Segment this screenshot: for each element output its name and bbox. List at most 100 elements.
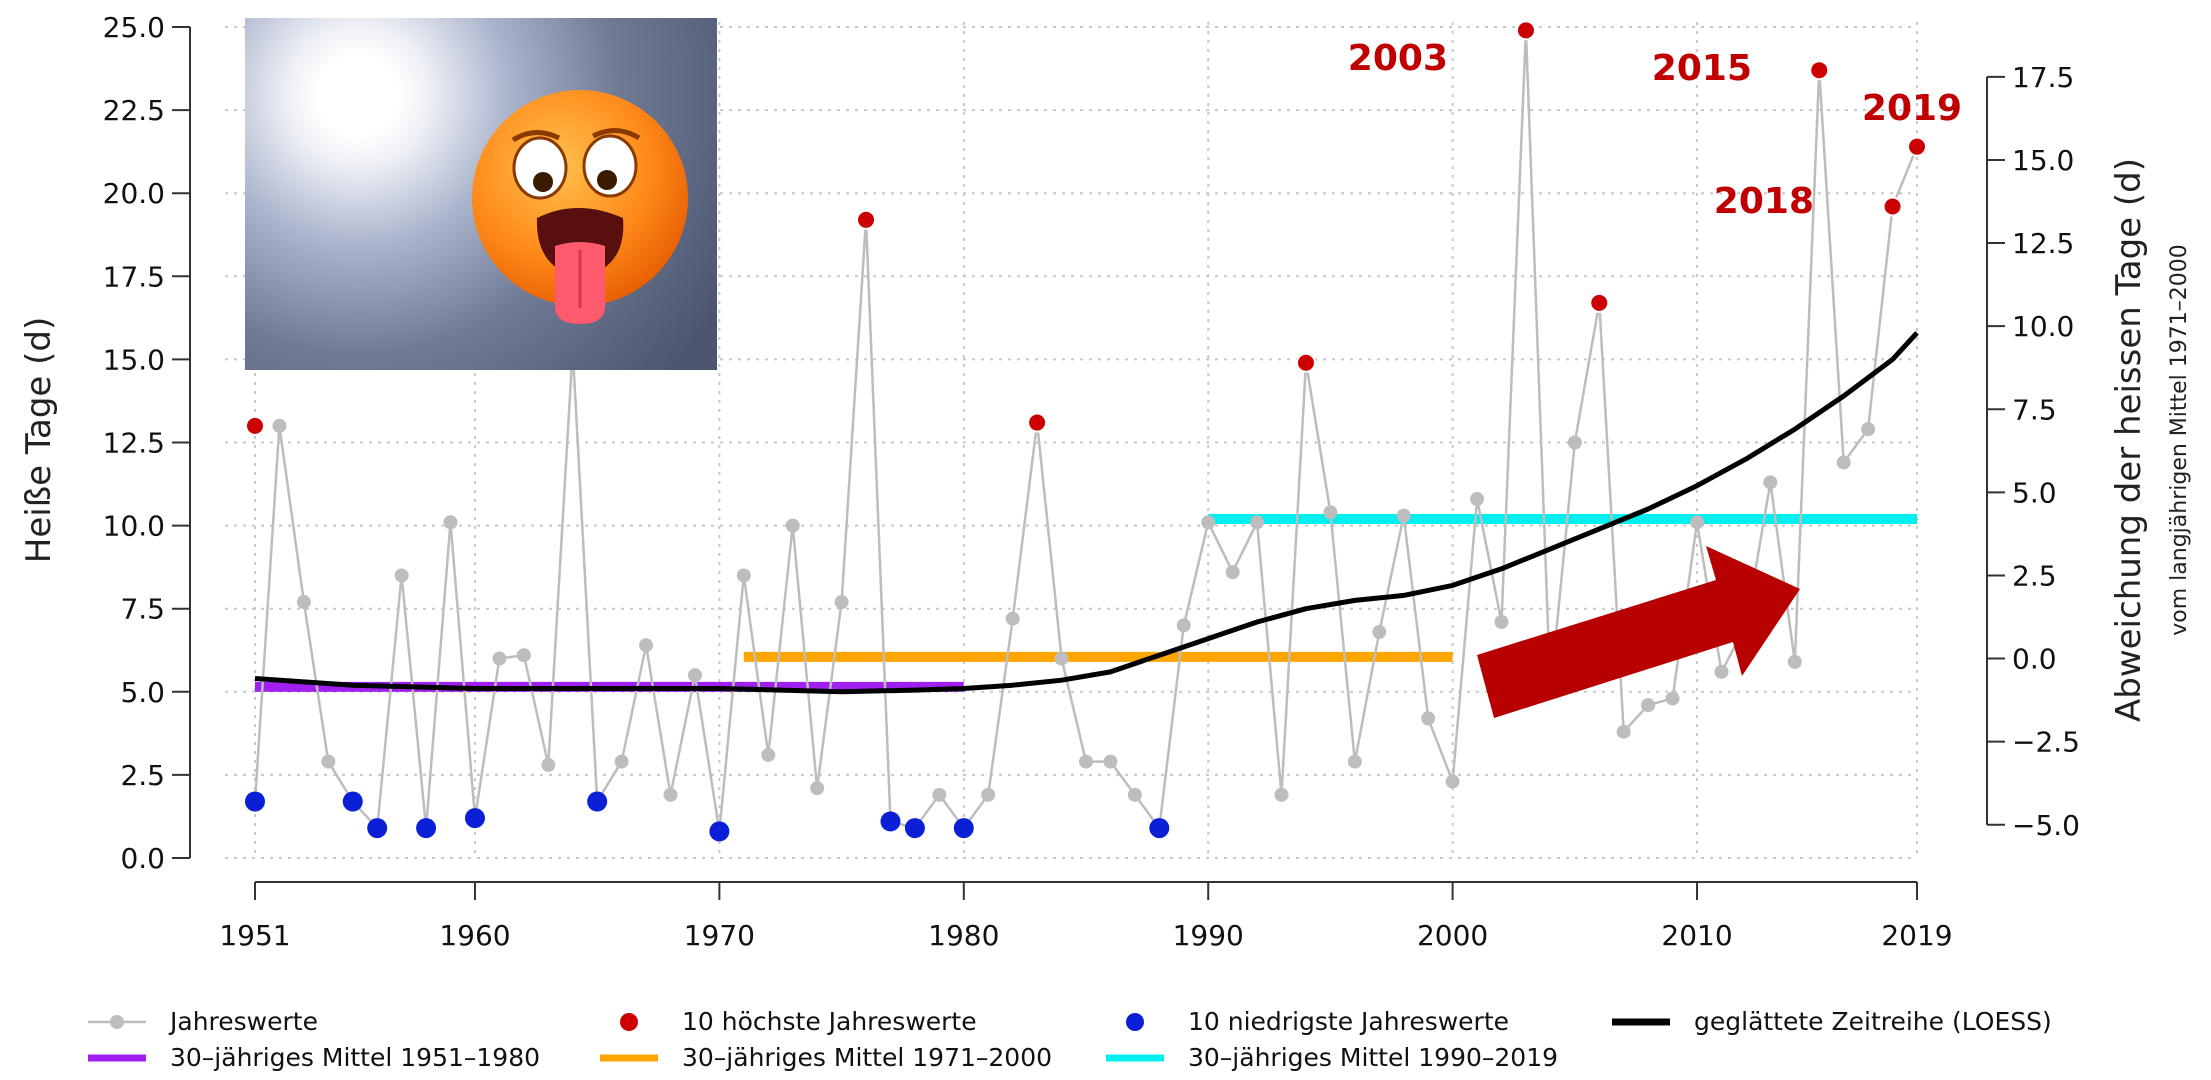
annual-point bbox=[1079, 754, 1093, 769]
x-tick-label: 2019 bbox=[1881, 919, 1952, 952]
annual-point bbox=[614, 754, 629, 769]
annual-point bbox=[1250, 515, 1265, 530]
annual-point bbox=[1396, 508, 1411, 523]
y-tick-label: 15.0 bbox=[103, 343, 165, 376]
low-point bbox=[953, 818, 974, 839]
y2-tick-label: 2.5 bbox=[2012, 559, 2057, 592]
y2-tick-label: 7.5 bbox=[2012, 393, 2057, 426]
y-tick-label: 10.0 bbox=[103, 510, 165, 543]
y-tick-label: 5.0 bbox=[120, 676, 165, 709]
x-tick-label: 1980 bbox=[928, 919, 999, 952]
sweating-hot-emoji-icon bbox=[472, 90, 688, 324]
inset-image bbox=[245, 18, 717, 370]
annual-point bbox=[1494, 614, 1509, 629]
low-point bbox=[245, 791, 265, 812]
annual-point bbox=[272, 418, 287, 433]
y-tick-label: 25.0 bbox=[103, 11, 165, 44]
legend: Jahreswerte 10 höchste Jahreswerte 10 nied… bbox=[88, 1007, 2052, 1072]
annual-point bbox=[1690, 515, 1705, 530]
x-tick-label: 2000 bbox=[1417, 919, 1488, 952]
high-point bbox=[1515, 20, 1536, 41]
x-tick-label: 1970 bbox=[684, 919, 755, 952]
y2-tick-label: −2.5 bbox=[2012, 726, 2080, 759]
legend-label: 30–jähriges Mittel 1990–2019 bbox=[1188, 1043, 1558, 1072]
annual-point bbox=[492, 651, 507, 666]
annual-point bbox=[1787, 654, 1802, 669]
low-point bbox=[416, 818, 437, 839]
annual-point bbox=[1421, 711, 1436, 726]
annual-point bbox=[1861, 422, 1876, 437]
legend-item: 30–jähriges Mittel 1971–2000 bbox=[600, 1043, 1052, 1072]
x-tick-label: 2010 bbox=[1661, 919, 1732, 952]
legend-item: 10 niedrigste Jahreswerte bbox=[1126, 1007, 1509, 1036]
y2-tick-label: 0.0 bbox=[2012, 643, 2057, 676]
annual-point bbox=[1567, 435, 1582, 450]
annual-point bbox=[834, 595, 849, 610]
legend-item: geglättete Zeitreihe (LOESS) bbox=[1612, 1007, 2052, 1036]
y2-tick-label: 12.5 bbox=[2012, 227, 2074, 260]
annual-point bbox=[1201, 515, 1216, 530]
annual-point bbox=[1274, 787, 1289, 802]
annual-point bbox=[1225, 565, 1240, 580]
annual-point bbox=[981, 787, 996, 802]
x-tick-label: 1990 bbox=[1173, 919, 1244, 952]
year-annotation-2015: 2015 bbox=[1652, 48, 1752, 89]
trend-arrow bbox=[1477, 546, 1800, 718]
trend-arrow-shape bbox=[1477, 546, 1800, 718]
annual-point bbox=[810, 781, 825, 796]
annual-point bbox=[1616, 724, 1631, 739]
year-annotation-2003: 2003 bbox=[1348, 38, 1448, 79]
annual-point bbox=[1665, 691, 1680, 706]
high-point bbox=[1809, 60, 1830, 81]
annual-point bbox=[1372, 624, 1387, 639]
low-point bbox=[367, 818, 388, 839]
annual-point bbox=[1347, 754, 1362, 769]
loess-series bbox=[254, 331, 1919, 695]
loess-line bbox=[254, 331, 1919, 695]
legend-key-low bbox=[1126, 1013, 1144, 1031]
annual-point bbox=[296, 595, 311, 610]
legend-item: 30–jähriges Mittel 1990–2019 bbox=[1106, 1043, 1558, 1072]
y-tick-label: 2.5 bbox=[120, 759, 165, 792]
x-tick-label: 1960 bbox=[439, 919, 510, 952]
annual-point bbox=[932, 787, 947, 802]
y-tick-label: 7.5 bbox=[120, 593, 165, 626]
low-point bbox=[464, 808, 485, 829]
x-tick-label: 1951 bbox=[219, 919, 290, 952]
annual-point bbox=[1641, 698, 1656, 713]
annual-point bbox=[1763, 475, 1778, 490]
y-tick-label: 20.0 bbox=[103, 177, 165, 210]
legend-label: 10 niedrigste Jahreswerte bbox=[1188, 1007, 1509, 1036]
legend-item: 30–jähriges Mittel 1951–1980 bbox=[88, 1043, 540, 1072]
low-point bbox=[709, 821, 730, 842]
high-point bbox=[856, 209, 877, 230]
annual-point bbox=[1054, 651, 1069, 666]
legend-label: 10 höchste Jahreswerte bbox=[682, 1007, 977, 1036]
extreme-points bbox=[245, 20, 1927, 842]
y-tick-label: 12.5 bbox=[103, 427, 165, 460]
annual-point bbox=[541, 757, 556, 772]
annual-point bbox=[1103, 754, 1118, 769]
y-tick-label: 17.5 bbox=[103, 260, 165, 293]
annual-point bbox=[785, 518, 800, 533]
legend-label: 30–jähriges Mittel 1951–1980 bbox=[170, 1043, 540, 1072]
annual-point bbox=[1176, 618, 1191, 633]
annual-point bbox=[394, 568, 409, 583]
y-tick-label: 0.0 bbox=[120, 842, 165, 875]
tick-labels: 0.0 2.5 5.0 7.5 10.0 12.5 15.0 17.5 20.0 22.5 25.0… bbox=[103, 11, 2080, 952]
axis-titles: Heiße Tage (d) Abweichung der heissen Ta… bbox=[19, 158, 2192, 722]
year-annotation-2019: 2019 bbox=[1862, 88, 1962, 129]
y2-axis-title: Abweichung der heissen Tage (d) bbox=[2109, 158, 2149, 722]
legend-label: geglättete Zeitreihe (LOESS) bbox=[1694, 1007, 2052, 1036]
annual-point bbox=[687, 668, 702, 683]
low-point bbox=[587, 791, 608, 812]
legend-item: Jahreswerte bbox=[88, 1007, 318, 1036]
y2-tick-label: −5.0 bbox=[2012, 809, 2080, 842]
y2-tick-label: 10.0 bbox=[2012, 310, 2074, 343]
annual-point bbox=[1127, 787, 1142, 802]
low-point bbox=[904, 818, 925, 839]
y2-tick-label: 17.5 bbox=[2012, 61, 2074, 94]
annual-point bbox=[639, 638, 654, 653]
y-axis-title: Heiße Tage (d) bbox=[19, 317, 59, 563]
annual-point bbox=[1445, 774, 1460, 789]
